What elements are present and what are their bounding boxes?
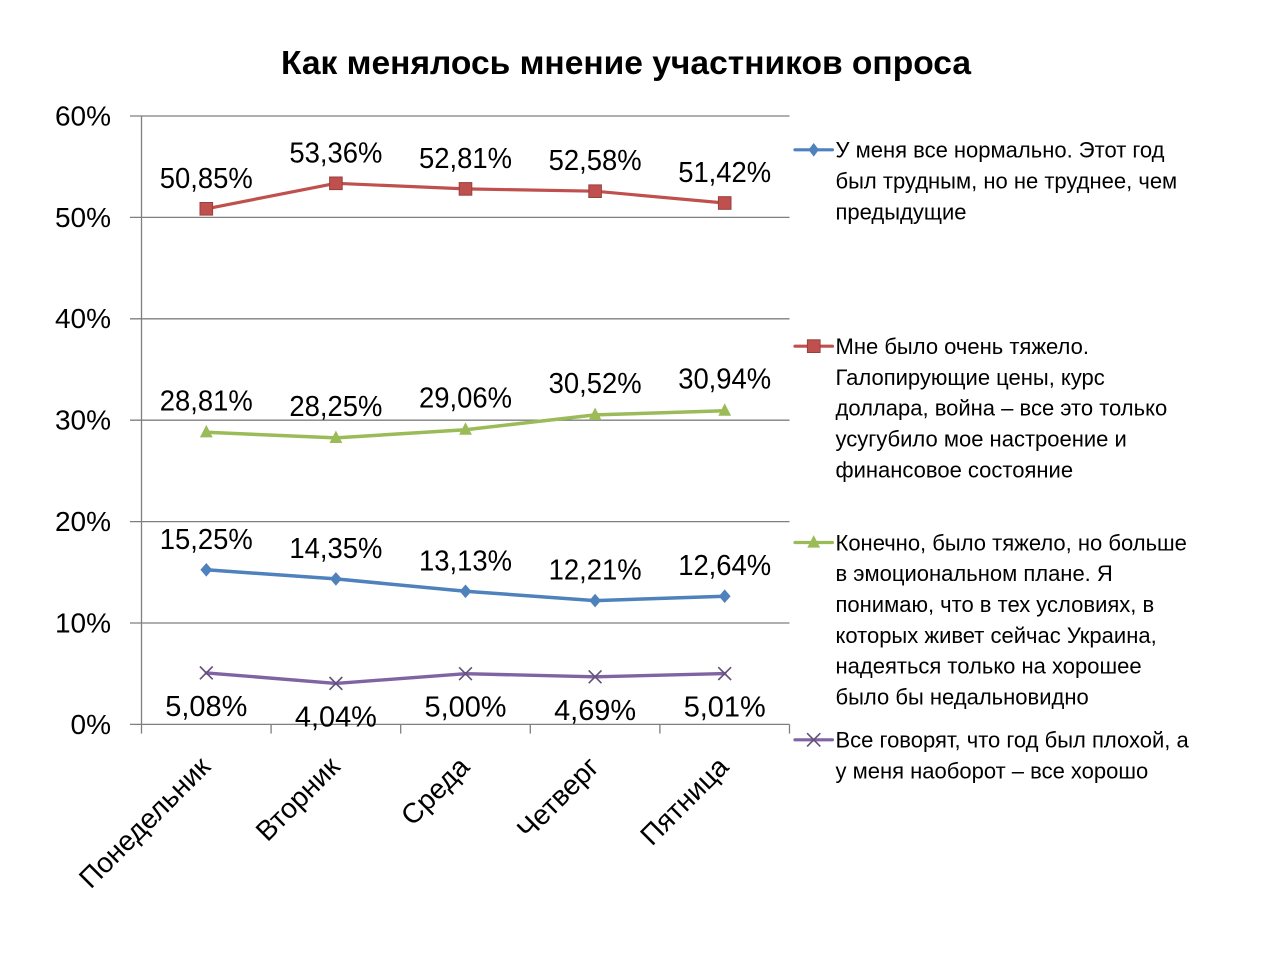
svg-text:52,58%: 52,58% (549, 145, 642, 177)
svg-text:0%: 0% (71, 709, 111, 740)
svg-text:13,13%: 13,13% (419, 545, 512, 577)
svg-text:4,04%: 4,04% (295, 701, 377, 733)
svg-text:12,21%: 12,21% (549, 555, 642, 587)
svg-text:доллара, война – все это тольк: доллара, война – все это только (836, 396, 1168, 421)
svg-text:было бы недальновидно: было бы недальновидно (836, 684, 1089, 709)
svg-text:У меня все нормально. Этот год: У меня все нормально. Этот год (836, 138, 1165, 163)
svg-text:50,85%: 50,85% (160, 163, 253, 195)
svg-text:60%: 60% (55, 100, 111, 131)
svg-text:28,25%: 28,25% (289, 391, 382, 423)
svg-text:которых живет сейчас Украина,: которых живет сейчас Украина, (836, 623, 1157, 648)
svg-text:28,81%: 28,81% (160, 385, 253, 417)
svg-text:Конечно, было тяжело, но больш: Конечно, было тяжело, но больше (836, 530, 1187, 555)
svg-text:Галопирующие цены, курс: Галопирующие цены, курс (836, 365, 1105, 390)
svg-text:40%: 40% (55, 303, 111, 334)
svg-text:5,00%: 5,00% (425, 692, 507, 724)
svg-text:52,81%: 52,81% (419, 143, 512, 175)
svg-text:понимаю, что в тех условиях, в: понимаю, что в тех условиях, в (836, 592, 1155, 617)
svg-text:предыдущие: предыдущие (836, 199, 967, 224)
svg-text:был трудным, но не труднее, че: был трудным, но не труднее, чем (836, 169, 1178, 194)
svg-text:20%: 20% (55, 506, 111, 537)
svg-text:14,35%: 14,35% (289, 533, 382, 565)
svg-text:4,69%: 4,69% (554, 695, 636, 727)
svg-text:Мне было очень тяжело.: Мне было очень тяжело. (836, 334, 1089, 359)
svg-text:Как менялось мнение участников: Как менялось мнение участников опроса (281, 44, 972, 81)
svg-text:30,94%: 30,94% (678, 364, 771, 396)
svg-text:финансовое состояние: финансовое состояние (836, 457, 1074, 482)
svg-text:у меня наоборот – все хорошо: у меня наоборот – все хорошо (836, 759, 1149, 784)
svg-text:5,01%: 5,01% (684, 692, 766, 724)
svg-text:53,36%: 53,36% (289, 137, 382, 169)
svg-text:30%: 30% (55, 405, 111, 436)
svg-text:12,64%: 12,64% (678, 550, 771, 582)
svg-text:усугубило мое настроение и: усугубило мое настроение и (836, 427, 1127, 452)
svg-text:в эмоциональном плане. Я: в эмоциональном плане. Я (836, 561, 1113, 586)
svg-text:5,08%: 5,08% (165, 691, 247, 723)
svg-text:30,52%: 30,52% (549, 368, 642, 400)
svg-text:15,25%: 15,25% (160, 524, 253, 556)
svg-text:50%: 50% (55, 202, 111, 233)
svg-text:10%: 10% (55, 607, 111, 638)
svg-text:51,42%: 51,42% (678, 157, 771, 189)
svg-text:Все говорят, что год был плохо: Все говорят, что год был плохой, а (836, 728, 1190, 753)
svg-text:29,06%: 29,06% (419, 383, 512, 415)
svg-text:надеяться только на хорошее: надеяться только на хорошее (836, 654, 1142, 679)
